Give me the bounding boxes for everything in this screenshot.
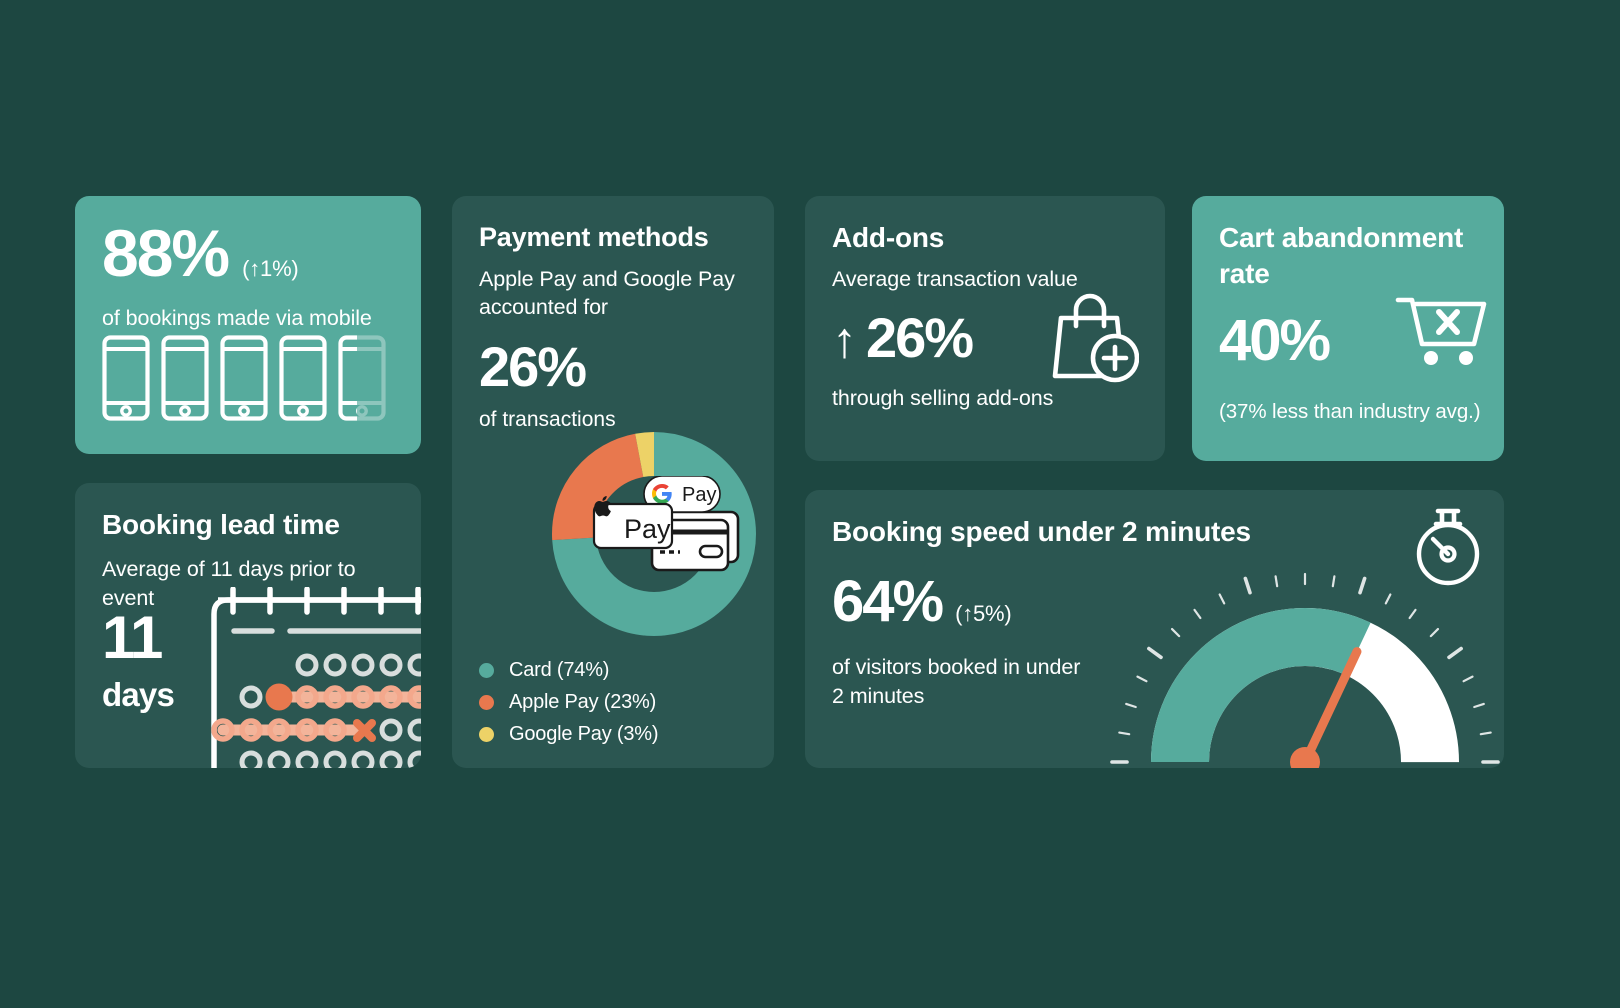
card-mobile-bookings: 88% (↑1%) of bookings made via mobile <box>75 196 421 454</box>
speed-delta: (↑5%) <box>955 600 1012 626</box>
legend-item: Card (74%) <box>479 654 658 686</box>
legend-item: Apple Pay (23%) <box>479 686 658 718</box>
mobile-phone-icon <box>279 335 327 421</box>
addons-subtitle: Average transaction value <box>832 266 1078 291</box>
lead-time-value-block: 11 days <box>102 604 175 713</box>
calendar-icon <box>208 586 421 768</box>
legend-label-google-pay: Google Pay (3%) <box>509 722 659 745</box>
gauge-needle <box>1300 647 1362 767</box>
speed-value-row: 64% (↑5%) <box>832 568 1482 634</box>
cart-title: Cart abandonment rate <box>1219 222 1464 289</box>
addons-value-row: ↑ 26% <box>832 305 1143 369</box>
cart-content: Cart abandonment rate 40% (37% less than… <box>1219 220 1482 424</box>
mobile-phone-icon <box>102 335 150 421</box>
speed-content: Booking speed under 2 minutes 64% (↑5%) … <box>832 514 1482 711</box>
svg-text:Pay: Pay <box>682 484 716 506</box>
mobile-value-row: 88% (↑1%) <box>102 220 399 286</box>
mobile-phone-icon-partial <box>338 335 386 421</box>
cart-percentage: 40% <box>1219 307 1331 373</box>
lead-time-content: Booking lead time Average of 11 days pri… <box>102 507 399 612</box>
lead-time-title: Booking lead time <box>102 509 340 540</box>
up-arrow-icon: ↑ <box>832 311 857 368</box>
card-payment-methods: Payment methods Apple Pay and Google Pay… <box>452 196 774 768</box>
addons-percentage: 26% <box>866 305 974 369</box>
payment-card-content: Payment methods Apple Pay and Google Pay… <box>479 220 752 432</box>
card-booking-speed: Booking speed under 2 minutes 64% (↑5%) … <box>805 490 1504 768</box>
payment-caption: of transactions <box>479 407 616 431</box>
stopwatch-icon <box>1408 506 1488 593</box>
payment-subtitle: Apple Pay and Google Pay accounted for <box>479 266 735 320</box>
mobile-phone-pictogram <box>102 335 386 421</box>
payment-title: Payment methods <box>479 222 709 252</box>
mobile-delta: (↑1%) <box>242 256 299 281</box>
addons-caption: through selling add-ons <box>832 385 1054 410</box>
legend-label-card: Card (74%) <box>509 658 610 681</box>
lead-time-value: 11 <box>102 604 163 671</box>
legend-label-apple-pay: Apple Pay (23%) <box>509 690 657 713</box>
lead-time-subtitle: Average of 11 days prior to event <box>102 556 356 610</box>
payment-donut-chart: Pay Pay <box>548 428 760 640</box>
card-cart-abandonment: Cart abandonment rate 40% (37% less than… <box>1192 196 1504 461</box>
legend-swatch-google-pay <box>479 726 494 742</box>
mobile-card-content: 88% (↑1%) of bookings made via mobile <box>102 220 399 333</box>
gauge-pivot <box>1290 747 1320 768</box>
speed-title: Booking speed under 2 minutes <box>832 516 1251 547</box>
mobile-phone-icon <box>161 335 209 421</box>
card-booking-lead-time: Booking lead time Average of 11 days pri… <box>75 483 421 768</box>
addons-title: Add-ons <box>832 222 945 253</box>
cart-remove-icon <box>1394 288 1488 375</box>
mobile-caption: of bookings made via mobile <box>102 306 372 330</box>
speed-percentage: 64% <box>832 568 944 634</box>
svg-text:Pay: Pay <box>624 514 671 544</box>
lead-time-unit: days <box>102 676 175 713</box>
legend-item: Google Pay (3%) <box>479 718 658 750</box>
mobile-phone-icon <box>220 335 268 421</box>
payment-percentage: 26% <box>479 334 587 398</box>
legend-swatch-apple-pay <box>479 694 494 710</box>
payment-badges-cluster: Pay Pay <box>592 476 740 572</box>
booking-speed-gauge <box>1105 562 1504 768</box>
legend-swatch-card <box>479 662 494 678</box>
cart-note: (37% less than industry avg.) <box>1219 399 1481 423</box>
card-add-ons: Add-ons Average transaction value ↑ 26% … <box>805 196 1165 461</box>
speed-caption: of visitors booked in under 2 minutes <box>832 654 1081 709</box>
mobile-percentage: 88% <box>102 216 230 290</box>
payment-legend: Card (74%) Apple Pay (23%) Google Pay (3… <box>479 654 658 750</box>
addons-content: Add-ons Average transaction value ↑ 26% … <box>832 220 1143 412</box>
shopping-bag-plus-icon <box>1047 288 1140 389</box>
apple-pay-badge: Pay <box>592 495 674 550</box>
